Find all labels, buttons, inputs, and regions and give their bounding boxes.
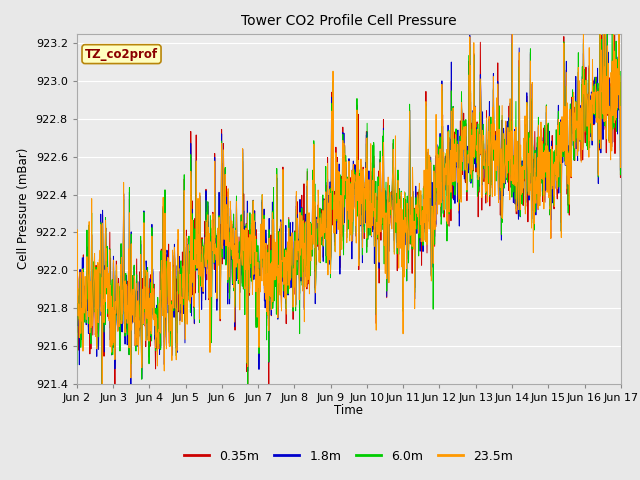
Title: Tower CO2 Profile Cell Pressure: Tower CO2 Profile Cell Pressure [241,14,456,28]
Legend: 0.35m, 1.8m, 6.0m, 23.5m: 0.35m, 1.8m, 6.0m, 23.5m [179,444,518,468]
X-axis label: Time: Time [334,405,364,418]
Y-axis label: Cell Pressure (mBar): Cell Pressure (mBar) [17,148,30,269]
Text: TZ_co2prof: TZ_co2prof [85,48,158,60]
